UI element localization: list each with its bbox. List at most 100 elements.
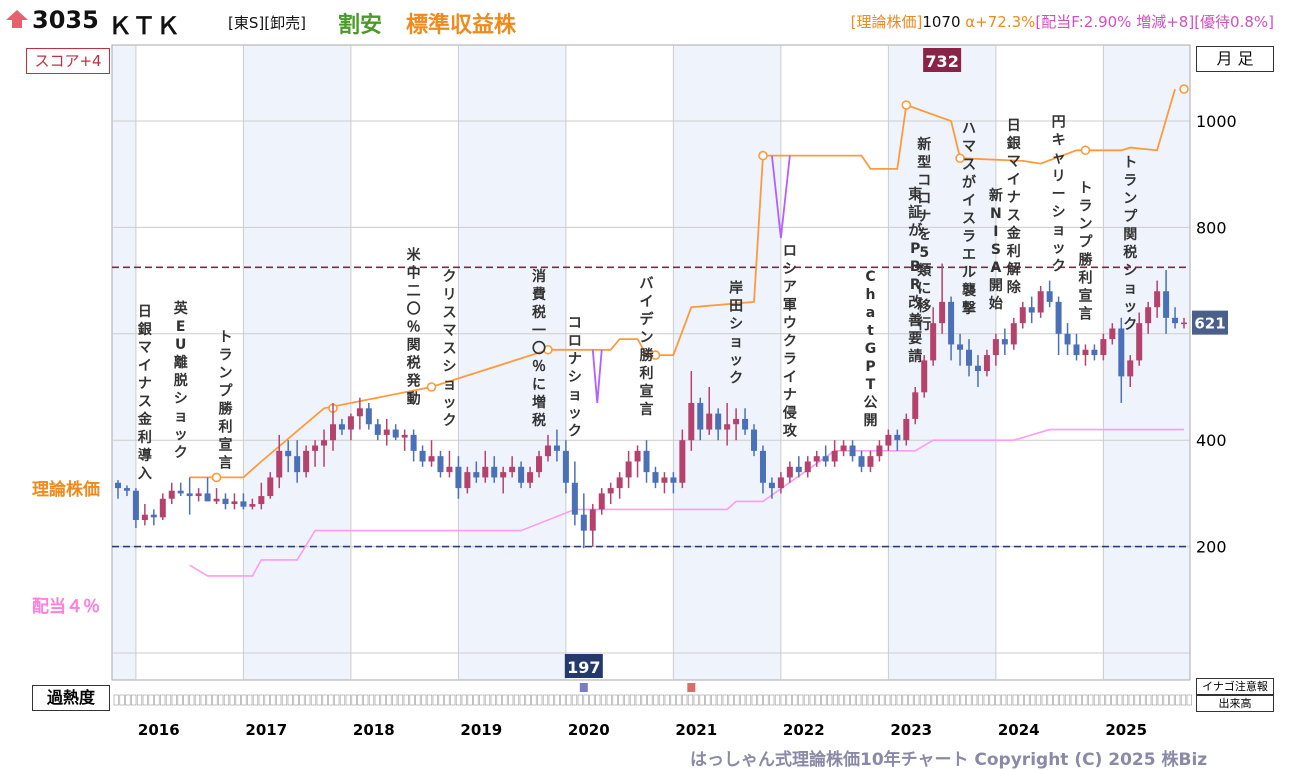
overheat-cell	[490, 694, 496, 706]
candle-body	[634, 450, 641, 462]
overheat-cell	[914, 694, 920, 706]
overheat-cell	[206, 694, 212, 706]
candle-body	[491, 466, 498, 478]
candle-body	[321, 440, 328, 446]
candle-body	[276, 450, 283, 478]
overheat-cell	[751, 694, 757, 706]
overheat-cell	[653, 694, 659, 706]
overheat-cell	[560, 694, 566, 706]
dividend-change: 増減+8]	[1136, 13, 1195, 31]
candle-body	[822, 456, 829, 462]
candle-body	[1010, 323, 1017, 345]
volume-button[interactable]: 出来高	[1196, 695, 1274, 712]
overheat-cell	[160, 694, 166, 706]
overheat-cell	[542, 694, 549, 706]
overheat-cell	[937, 694, 943, 706]
candle-body	[571, 482, 578, 515]
overheat-cell	[1151, 694, 1158, 706]
overheat-cell	[1140, 694, 1146, 706]
overheat-cell	[189, 694, 195, 706]
candle-body	[303, 450, 310, 473]
overheat-cell	[664, 694, 670, 706]
overheat-cell	[925, 694, 931, 706]
candle-body	[150, 514, 157, 518]
candle-body	[589, 509, 596, 531]
inago-alert-button[interactable]: イナゴ注意報	[1196, 678, 1274, 695]
overheat-cell	[1111, 694, 1117, 706]
candle-body	[1091, 349, 1098, 356]
candle-body	[1001, 339, 1008, 345]
candle-body	[419, 450, 426, 462]
theory-price-value: 1070	[922, 13, 961, 31]
overheat-cell	[247, 694, 253, 706]
period-toggle-button[interactable]: 月 足	[1196, 46, 1274, 72]
overheat-cell	[658, 694, 665, 706]
candle-body	[177, 490, 184, 494]
x-tick-label: 2018	[353, 721, 395, 739]
overheat-cell	[635, 694, 641, 706]
overheat-cell	[229, 694, 235, 706]
overheat-cell	[792, 694, 798, 706]
overheat-cell	[1006, 694, 1013, 706]
overheat-cell	[1117, 694, 1123, 706]
overheat-cell	[136, 694, 143, 706]
candle-body	[876, 445, 883, 457]
overheat-cell	[223, 694, 230, 706]
candle-body	[1037, 291, 1044, 313]
event-annotation: 消費税一〇％に増税	[532, 268, 546, 429]
overheat-cell	[281, 694, 288, 706]
overheat-cell	[1076, 694, 1082, 706]
candle-body	[948, 301, 955, 345]
overheat-cell	[479, 694, 485, 706]
overheat-cell	[438, 694, 444, 706]
event-annotation: コロナショック	[568, 315, 582, 439]
x-tick-label: 2016	[138, 721, 180, 739]
header: 3035 ＫＴＫ [東S][卸売] 割安 標準収益株 [理論株価]1070 α+…	[0, 4, 1300, 40]
overheat-cell	[902, 694, 908, 706]
copyright-footer: はっしゃん式理論株価10年チャート Copyright (C) 2025 株Bi…	[690, 750, 1208, 770]
candle-body	[446, 466, 453, 473]
overheat-cell	[531, 694, 537, 706]
event-annotation: クリスマスショック	[442, 269, 456, 429]
overheat-cell	[1163, 694, 1169, 706]
overheat-cell	[699, 694, 705, 706]
candle-body	[616, 477, 623, 489]
theory-marker	[901, 100, 912, 110]
candle-body	[679, 440, 686, 483]
candle-body	[992, 339, 999, 356]
candle-body	[222, 498, 229, 505]
overheat-cell	[838, 694, 844, 706]
candle-body	[1064, 333, 1071, 345]
y-tick-label: 400	[1196, 431, 1227, 450]
event-annotation: トランプ関税ショック	[1123, 155, 1138, 333]
candle-body	[249, 504, 256, 507]
overheat-cell	[415, 694, 421, 706]
overheat-cell	[519, 694, 525, 706]
overheat-cell	[809, 694, 815, 706]
overheat-cell	[548, 694, 554, 706]
overheat-cell	[1018, 694, 1024, 706]
plot-border	[111, 44, 1191, 681]
overheat-cell	[641, 694, 647, 706]
candle-body	[670, 477, 677, 483]
overheat-cell	[595, 694, 601, 706]
overheat-cell	[502, 694, 508, 706]
overheat-cell	[983, 694, 989, 706]
candle-body	[527, 472, 534, 483]
overheat-cell	[850, 694, 856, 706]
overheat-cell	[1064, 694, 1071, 706]
overheat-cell	[293, 694, 299, 706]
overheat-cell	[821, 694, 827, 706]
candle-body	[473, 472, 480, 478]
candle-body	[365, 408, 372, 425]
overheat-cell	[670, 694, 676, 706]
trend-up-icon-stem	[12, 20, 22, 28]
overheat-cell	[728, 694, 734, 706]
event-annotation: 新型コロナを 5 類に移行	[916, 136, 932, 333]
overheat-cell	[873, 694, 879, 706]
stock-code: 3035	[32, 6, 99, 34]
overheat-cell	[919, 694, 926, 706]
overheat-cell	[844, 694, 850, 706]
candle-body	[132, 490, 139, 520]
candle-body	[706, 413, 713, 430]
